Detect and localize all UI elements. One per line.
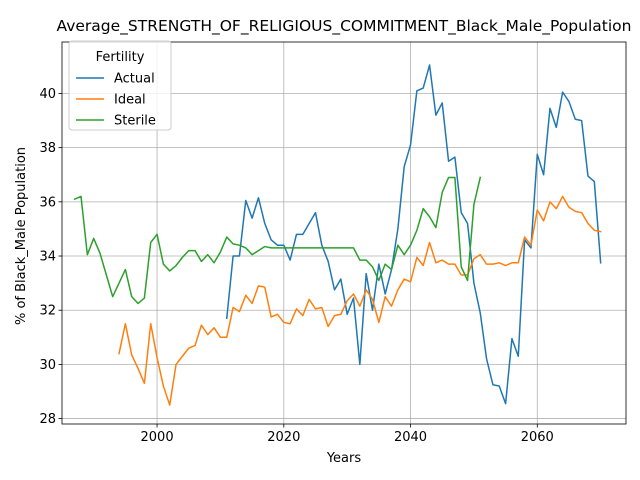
x-tick-label: 2060 [521, 430, 554, 445]
y-tick-label: 36 [39, 195, 56, 210]
y-tick-label: 28 [39, 412, 56, 427]
y-tick-label: 32 [39, 304, 56, 319]
y-tick-label: 38 [39, 141, 56, 156]
y-axis-label: % of Black_Male Population [14, 147, 29, 325]
plot-area-frame [61, 41, 627, 425]
series-line-ideal [118, 195, 602, 406]
x-tick-label: 2020 [267, 430, 300, 445]
legend-entries: Actual Ideal Sterile [76, 72, 156, 129]
x-tick-label: 2000 [141, 430, 174, 445]
x-tick-label: 2040 [394, 430, 427, 445]
legend-label-actual: Actual [114, 72, 155, 87]
legend-label-ideal: Ideal [114, 93, 146, 108]
legend-title: Fertility [96, 50, 145, 65]
legend-box [68, 40, 172, 131]
legend: Fertility Actual Ideal Sterile [68, 40, 172, 131]
y-tick-label: 30 [39, 358, 56, 373]
axis-ticks: 2000 2020 2040 2060 28 30 32 34 36 38 40 [39, 87, 553, 445]
grid [62, 42, 626, 424]
y-tick-label: 40 [39, 87, 56, 102]
y-tick-label: 34 [39, 250, 56, 265]
series-line-actual [225, 64, 602, 405]
chart-title: Average_STRENGTH_OF_RELIGIOUS_COMMITMENT… [57, 17, 632, 36]
legend-label-sterile: Sterile [114, 114, 156, 129]
x-axis-label: Years [326, 451, 362, 466]
series-line-sterile [73, 176, 482, 305]
series-lines [73, 64, 602, 406]
